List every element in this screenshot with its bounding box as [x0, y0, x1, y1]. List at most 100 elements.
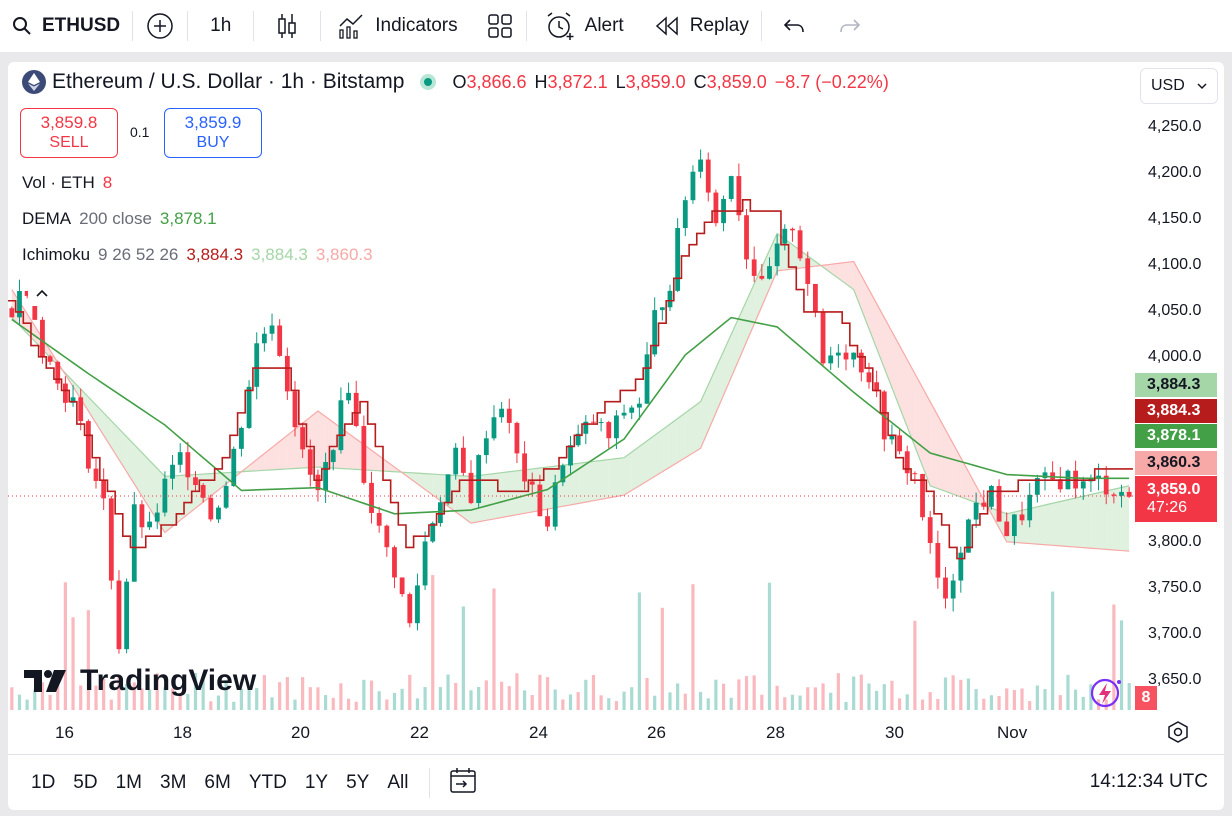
candle-body: [101, 480, 107, 499]
ichimoku-cloud-segment: [945, 429, 954, 495]
y-tick: 3,650.0: [1148, 671, 1202, 688]
y-tick: 4,000.0: [1148, 348, 1202, 365]
candle-body: [1004, 521, 1010, 537]
ichimoku-cloud-segment: [616, 457, 625, 497]
interval-button[interactable]: 1h: [188, 0, 253, 52]
chart-panel: TradingView Ethereum / U.S. Dollar · 1h …: [8, 62, 1224, 810]
candle-body: [147, 521, 152, 528]
clock-timezone[interactable]: 14:12:34 UTC: [1089, 771, 1208, 792]
dema-params: 200 close: [79, 209, 152, 228]
candle-body: [9, 308, 15, 318]
indicators-button[interactable]: Indicators: [321, 0, 473, 52]
candle-body: [300, 427, 306, 450]
volume-bar: [676, 683, 680, 710]
volume-bar: [247, 688, 251, 710]
collapse-legend-button[interactable]: [28, 280, 56, 306]
replay-button[interactable]: Replay: [642, 0, 761, 52]
market-open-icon[interactable]: [420, 74, 437, 90]
range-1d[interactable]: 1D: [31, 771, 56, 793]
volume-bar: [147, 689, 152, 710]
volume-bar: [882, 684, 886, 710]
range-5d[interactable]: 5D: [73, 771, 98, 793]
range-1y[interactable]: 1Y: [304, 771, 329, 793]
candle-body: [506, 408, 512, 423]
y-tick: 4,150.0: [1148, 210, 1202, 227]
ichimoku-cloud-segment: [631, 446, 640, 491]
dema-legend[interactable]: DEMA 200 close 3,878.1: [22, 209, 217, 229]
price-chart[interactable]: [8, 62, 1224, 754]
volume-bar: [132, 682, 136, 710]
sell-price: 3,859.8: [40, 113, 98, 132]
range-5y[interactable]: 5Y: [346, 771, 370, 793]
candle-body: [943, 577, 948, 599]
candle-body: [621, 412, 627, 416]
volume-bar: [438, 687, 442, 710]
conversion-price-tag: 3,884.3: [1135, 399, 1217, 423]
volume-bar: [829, 692, 833, 710]
ichimoku-cloud-segment: [455, 475, 464, 518]
range-1m[interactable]: 1M: [115, 771, 142, 793]
alert-button[interactable]: Alert: [527, 0, 642, 52]
candle-body: [284, 355, 290, 392]
chart-settings-button[interactable]: [1166, 720, 1190, 749]
brand-label: TradingView: [80, 664, 257, 697]
candle-body: [805, 258, 811, 284]
volume-bar: [278, 682, 282, 710]
assistant-icon[interactable]: [1088, 676, 1126, 715]
buy-button[interactable]: 3,859.9 BUY: [164, 108, 262, 158]
ichimoku-span-b-value: 3,860.3: [315, 245, 373, 264]
symbol-title[interactable]: Ethereum / U.S. Dollar · 1h · Bitstamp: [52, 70, 405, 93]
candle-body: [904, 451, 910, 474]
ichimoku-cloud-segment: [80, 389, 89, 411]
range-ytd[interactable]: YTD: [248, 771, 287, 793]
ichimoku-cloud-segment: [608, 458, 617, 498]
volume-bar: [545, 677, 550, 710]
candle-body: [529, 481, 535, 485]
range-3m[interactable]: 3M: [160, 771, 187, 793]
volume-legend[interactable]: Vol · ETH 8: [22, 173, 112, 193]
chevron-up-icon: [36, 289, 48, 297]
candle-body: [682, 200, 688, 229]
volume-bar: [362, 679, 366, 710]
ichimoku-conversion-line: [8, 199, 1133, 560]
high-value: 3,872.1: [547, 71, 608, 92]
templates-button[interactable]: [474, 0, 526, 52]
ichimoku-legend[interactable]: Ichimoku 9 26 52 26 3,884.3 3,884.3 3,86…: [22, 245, 373, 265]
candle-body: [1050, 472, 1056, 480]
volume-bar: [775, 685, 779, 710]
ichimoku-cloud-segment: [861, 275, 869, 329]
candle-body: [736, 176, 742, 216]
candle-body: [323, 462, 329, 491]
candle-body: [820, 311, 826, 364]
range-6m[interactable]: 6M: [204, 771, 231, 793]
order-quantity[interactable]: 0.1: [130, 124, 150, 140]
symbol-search[interactable]: ETHUSD: [0, 0, 132, 52]
sell-button[interactable]: 3,859.8 SELL: [20, 108, 118, 158]
candle-body: [858, 352, 864, 373]
dema-line: [11, 316, 1130, 515]
volume-bar: [1005, 688, 1009, 710]
candle-body: [62, 383, 68, 403]
chart-type-button[interactable]: [254, 0, 320, 52]
volume-bar: [905, 694, 909, 710]
volume-bar: [1051, 591, 1055, 710]
volume-bar: [461, 606, 465, 710]
volume-bar: [744, 676, 749, 710]
tradingview-logo: TradingView: [24, 664, 256, 698]
candle-body: [116, 580, 122, 650]
undo-button[interactable]: [762, 0, 826, 52]
candle-body: [139, 504, 145, 528]
candle-body: [851, 352, 857, 360]
ichimoku-cloud-segment: [830, 263, 839, 279]
sell-label: SELL: [49, 134, 89, 151]
span-a-price-tag: 3,884.3: [1135, 373, 1217, 397]
candle-body: [437, 502, 443, 524]
range-all[interactable]: All: [387, 771, 409, 793]
volume-bar: [959, 679, 963, 710]
compare-button[interactable]: [133, 0, 187, 52]
volume-bar: [1020, 688, 1024, 710]
redo-button[interactable]: [826, 0, 874, 52]
volume-bar: [17, 694, 22, 710]
currency-select[interactable]: USD: [1140, 68, 1218, 104]
go-to-date-button[interactable]: [442, 765, 484, 801]
